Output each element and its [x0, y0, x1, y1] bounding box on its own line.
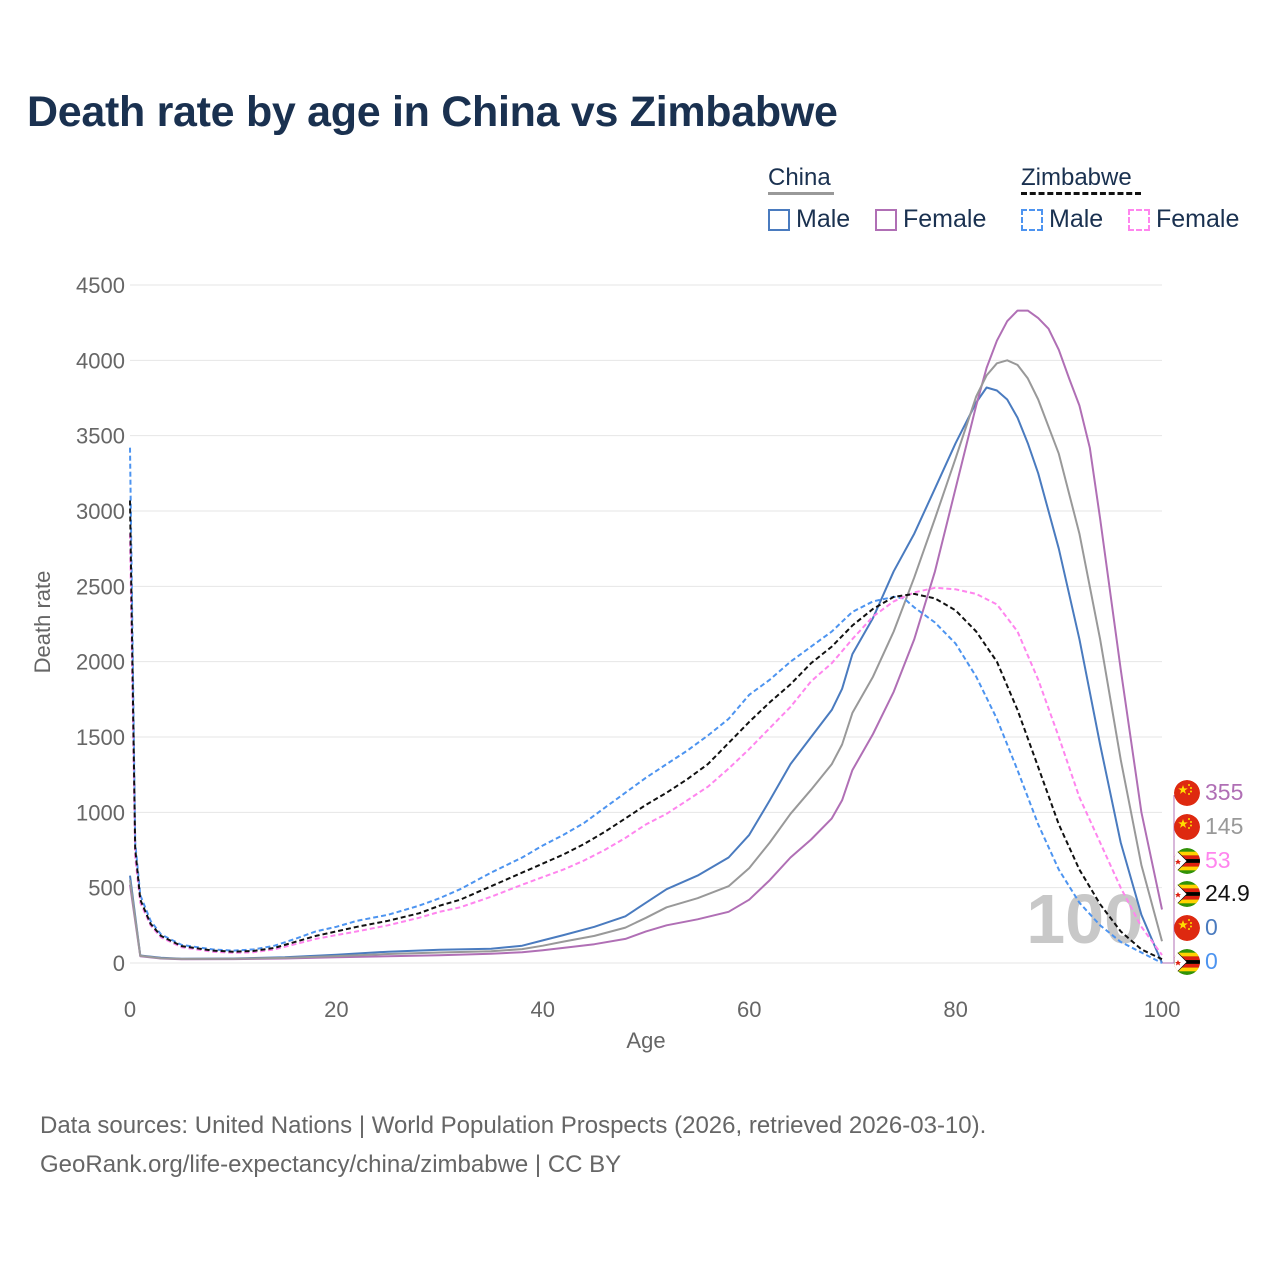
legend-group-china-line	[768, 192, 834, 195]
x-axis-label: Age	[626, 1028, 665, 1053]
y-axis-label: Death rate	[30, 571, 55, 674]
y-tick-label: 2000	[76, 650, 125, 675]
legend-group-zimbabwe-line	[1021, 192, 1141, 195]
series-line-zimbabwe-female	[129, 533, 1163, 956]
zimbabwe-flag-icon	[1174, 949, 1200, 975]
y-tick-label: 2500	[76, 574, 125, 599]
x-tick-label: 0	[124, 997, 136, 1022]
legend-label: Male	[1049, 205, 1104, 233]
legend-swatch	[768, 208, 790, 231]
y-tick-label: 1500	[76, 725, 125, 750]
x-tick-label: 60	[737, 997, 761, 1022]
y-tick-label: 3000	[76, 499, 125, 524]
china-flag-icon	[1174, 814, 1200, 840]
legend-item-china-female[interactable]: Female	[875, 205, 986, 234]
x-tick-label: 100	[1144, 997, 1181, 1022]
chart-title: Death rate by age in China vs Zimbabwe	[27, 88, 838, 136]
zimbabwe-flag-icon	[1174, 881, 1200, 907]
year-watermark: 100	[1026, 880, 1143, 958]
data-sources: Data sources: United Nations | World Pop…	[40, 1106, 986, 1184]
y-tick-label: 4000	[76, 348, 125, 373]
legend-group-zimbabwe[interactable]: Zimbabwe	[1021, 164, 1132, 191]
y-tick-label: 1000	[76, 800, 125, 825]
sources-line-1: Data sources: United Nations | World Pop…	[40, 1112, 987, 1139]
legend-label: Female	[903, 205, 987, 233]
x-tick-label: 80	[943, 997, 967, 1022]
y-tick-label: 0	[113, 951, 125, 976]
legend-swatch	[1021, 208, 1043, 231]
end-label-bracket	[1162, 795, 1175, 964]
end-value-label: 0	[1205, 948, 1218, 974]
zimbabwe-flag-icon	[1174, 848, 1200, 874]
china-flag-icon	[1174, 915, 1200, 941]
end-value-label: 24.9	[1205, 880, 1250, 906]
end-value-label: 355	[1205, 779, 1244, 805]
series-line-china-male	[129, 386, 1163, 964]
series-line-zimbabwe-total	[129, 500, 1163, 961]
end-value-label: 145	[1205, 813, 1244, 839]
series-line-china-female	[129, 309, 1163, 961]
legend-label: Male	[796, 205, 851, 233]
legend-item-zimbabwe-female[interactable]: Female	[1128, 205, 1239, 234]
legend-swatch	[1128, 208, 1150, 231]
legend-swatch	[875, 208, 897, 231]
end-value-label: 0	[1205, 914, 1218, 940]
legend-item-china-male[interactable]: Male	[768, 205, 850, 234]
series-line-zimbabwe-male	[129, 447, 1163, 964]
x-tick-label: 40	[531, 997, 555, 1022]
y-tick-label: 3500	[76, 424, 125, 449]
legend-item-zimbabwe-male[interactable]: Male	[1021, 205, 1103, 234]
y-tick-label: 500	[88, 876, 125, 901]
y-tick-label: 4500	[76, 273, 125, 298]
china-flag-icon	[1174, 780, 1200, 806]
series-line-china-total	[129, 359, 1163, 960]
end-value-label: 53	[1205, 847, 1231, 873]
sources-line-2[interactable]: GeoRank.org/life-expectancy/china/zimbab…	[40, 1151, 622, 1178]
legend-label: Female	[1156, 205, 1240, 233]
x-tick-label: 20	[324, 997, 348, 1022]
legend-group-china[interactable]: China	[768, 164, 831, 191]
